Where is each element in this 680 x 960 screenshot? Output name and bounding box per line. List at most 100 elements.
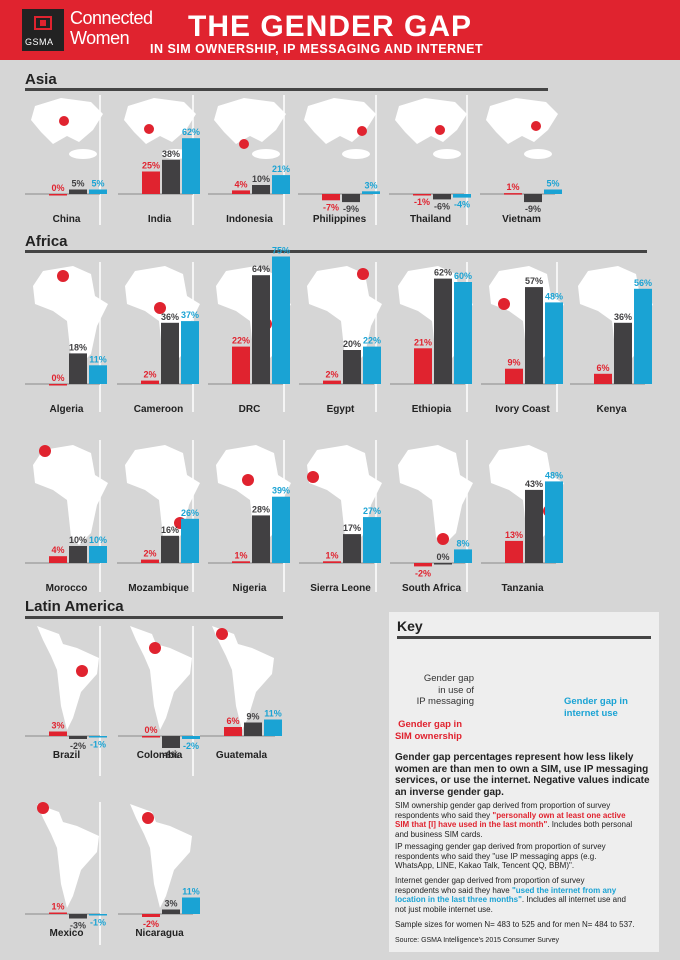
value-label-nigeria-sim: 1% bbox=[234, 550, 247, 560]
value-label-morocco-ip: 10% bbox=[69, 535, 87, 545]
bar-guatemala-sim bbox=[224, 727, 242, 736]
map-china-icon bbox=[31, 98, 103, 159]
bar-mexico-sim bbox=[49, 912, 67, 914]
page-title: THE GENDER GAP bbox=[188, 10, 473, 43]
key-label-ip-line1: Gender gap bbox=[423, 673, 474, 684]
map-south-africa-icon bbox=[398, 445, 473, 545]
country-label-philippines: Philippines bbox=[313, 214, 367, 225]
map-nicaragua-icon bbox=[130, 804, 192, 908]
key-internet-note-line2a: respondents who said they have bbox=[395, 885, 512, 895]
value-label-drc-ip: 64% bbox=[252, 264, 270, 274]
bar-kenya-sim bbox=[594, 373, 612, 384]
key-internet-note-line2b: "used the internet from any bbox=[511, 885, 617, 895]
bar-mozambique-sim bbox=[141, 559, 159, 563]
value-label-egypt-internet: 22% bbox=[363, 336, 381, 346]
value-label-philippines-sim: -7% bbox=[323, 202, 339, 212]
value-label-cameroon-ip: 36% bbox=[161, 312, 179, 322]
key-internet-note-line3a: location in the last three months" bbox=[395, 895, 522, 905]
value-label-brazil-internet: -1% bbox=[90, 740, 106, 750]
country-label-egypt: Egypt bbox=[327, 404, 355, 415]
value-label-drc-sim: 22% bbox=[232, 336, 250, 346]
value-label-vietnam-internet: 5% bbox=[546, 179, 559, 189]
value-label-sierra-leone-ip: 17% bbox=[343, 523, 361, 533]
country-label-tanzania: Tanzania bbox=[501, 583, 543, 594]
section-rule-asia bbox=[25, 88, 548, 91]
map-mexico-icon bbox=[37, 802, 99, 908]
page-subtitle: IN SIM OWNERSHIP, IP MESSAGING AND INTER… bbox=[150, 42, 484, 56]
map-algeria-icon bbox=[33, 266, 108, 366]
map-highlight-india bbox=[144, 124, 154, 134]
key-label-ip-line3: IP messaging bbox=[416, 696, 474, 707]
bar-tanzania-sim bbox=[505, 540, 523, 563]
key-description: Gender gap percentages represent how les… bbox=[395, 752, 650, 798]
bar-nicaragua-sim bbox=[142, 914, 160, 917]
key-sim-note-line2a: respondents who said they bbox=[395, 810, 493, 820]
section-title-asia: Asia bbox=[25, 71, 57, 88]
bar-brazil-sim bbox=[49, 731, 67, 736]
bar-mexico-ip bbox=[69, 914, 87, 919]
section-title-africa: Africa bbox=[25, 233, 68, 250]
bar-nigeria-internet bbox=[272, 496, 290, 563]
bar-indonesia-sim bbox=[232, 190, 250, 194]
value-label-tanzania-sim: 13% bbox=[505, 530, 523, 540]
country-label-indonesia: Indonesia bbox=[226, 214, 273, 225]
country-label-nigeria: Nigeria bbox=[233, 583, 267, 594]
value-label-cameroon-internet: 37% bbox=[181, 310, 199, 320]
value-label-mozambique-sim: 2% bbox=[143, 549, 156, 559]
bar-algeria-sim bbox=[49, 384, 67, 386]
value-label-vietnam-sim: 1% bbox=[506, 182, 519, 192]
bar-colombia-internet bbox=[182, 736, 200, 739]
value-label-algeria-internet: 11% bbox=[89, 354, 107, 364]
value-label-drc-internet: 75% bbox=[272, 246, 290, 256]
bar-nicaragua-ip bbox=[162, 909, 180, 914]
bar-colombia-ip bbox=[162, 736, 180, 748]
bar-china-internet bbox=[89, 189, 107, 194]
brand-line-2: Women bbox=[70, 28, 130, 48]
map-brazil-icon bbox=[37, 626, 99, 730]
key-label-sim-line2: SIM ownership bbox=[394, 730, 462, 742]
value-label-mexico-internet: -1% bbox=[90, 918, 106, 928]
key-ip-note-line1: IP messaging gender gap derived from pro… bbox=[395, 842, 606, 851]
value-label-kenya-sim: 6% bbox=[596, 363, 609, 373]
bar-sierra-leone-ip bbox=[343, 534, 361, 563]
value-label-nicaragua-sim: -2% bbox=[143, 919, 159, 929]
header-banner: GSMA Connected Women THE GENDER GAP IN S… bbox=[0, 0, 680, 60]
value-label-india-ip: 38% bbox=[162, 149, 180, 159]
bar-nigeria-sim bbox=[232, 561, 250, 563]
bar-brazil-internet bbox=[89, 736, 107, 738]
bar-algeria-internet bbox=[89, 365, 107, 384]
value-label-china-sim: 0% bbox=[51, 183, 64, 193]
map-highlight-brazil bbox=[76, 665, 88, 677]
bar-india-sim bbox=[142, 171, 160, 194]
value-label-vietnam-ip: -9% bbox=[525, 204, 541, 214]
country-label-sierra-leone: Sierra Leone bbox=[310, 583, 371, 594]
brand-line-1: Connected bbox=[70, 8, 153, 28]
bar-mexico-internet bbox=[89, 914, 107, 916]
bar-morocco-ip bbox=[69, 546, 87, 563]
value-label-indonesia-internet: 21% bbox=[272, 164, 290, 174]
country-label-morocco: Morocco bbox=[46, 583, 88, 594]
bar-vietnam-sim bbox=[504, 193, 522, 195]
key-label-internet: Gender gap in internet use bbox=[564, 696, 628, 719]
country-label-mexico: Mexico bbox=[50, 928, 84, 939]
key-ip-note: IP messaging gender gap derived from pro… bbox=[395, 842, 606, 871]
map-highlight-philippines bbox=[357, 126, 367, 136]
key-label-ip: Gender gap in use of IP messaging bbox=[399, 673, 474, 708]
bar-ethiopia-sim bbox=[414, 348, 432, 384]
bar-thailand-ip bbox=[433, 194, 451, 200]
map-highlight-sierra-leone bbox=[307, 471, 319, 483]
key-label-ip-line2: in use of bbox=[438, 684, 474, 696]
value-label-sierra-leone-internet: 27% bbox=[363, 506, 381, 516]
key-source: Source: GSMA Intelligence's 2015 Consume… bbox=[395, 937, 559, 944]
country-label-ivory-coast: Ivory Coast bbox=[495, 404, 550, 415]
country-label-south-africa: South Africa bbox=[402, 583, 462, 594]
bar-indonesia-internet bbox=[272, 175, 290, 194]
key-sim-note-line1: SIM ownership gender gap derived from pr… bbox=[395, 801, 611, 810]
value-label-ivory-coast-internet: 48% bbox=[545, 291, 563, 301]
map-highlight-nigeria bbox=[242, 474, 254, 486]
key-sample-size: Sample sizes for women N= 483 to 525 and… bbox=[395, 920, 635, 929]
gsma-logo: GSMA bbox=[22, 9, 64, 51]
value-label-egypt-sim: 2% bbox=[325, 370, 338, 380]
value-label-colombia-sim: 0% bbox=[144, 725, 157, 735]
country-label-kenya: Kenya bbox=[596, 404, 626, 415]
